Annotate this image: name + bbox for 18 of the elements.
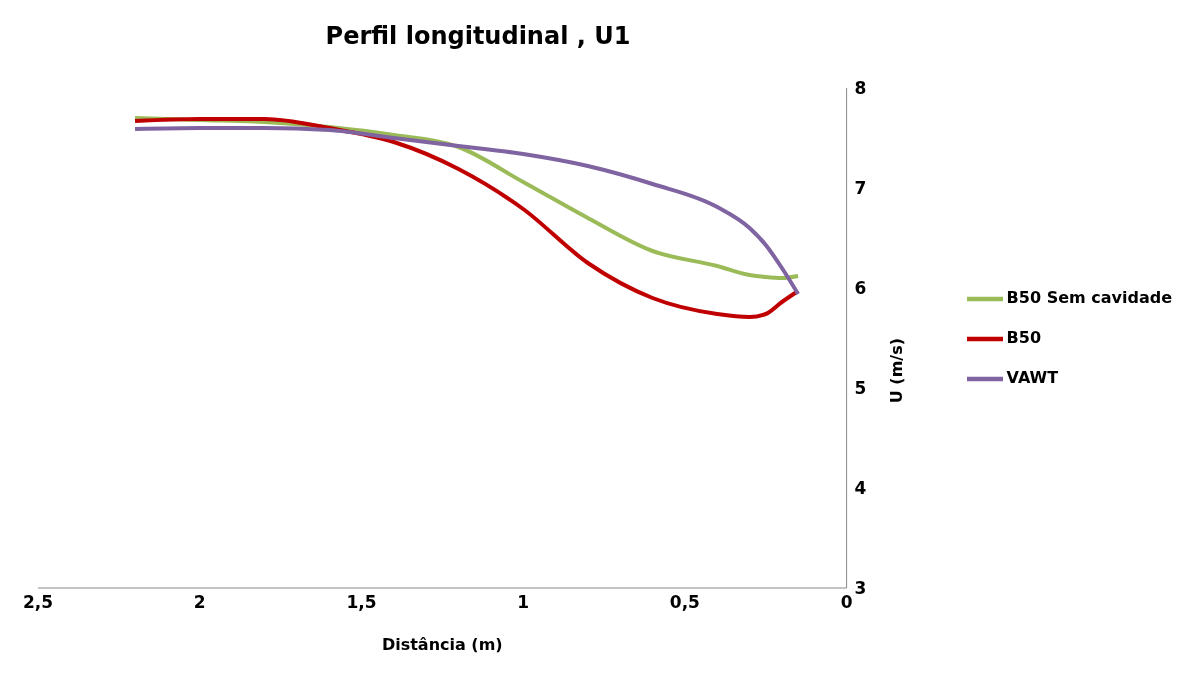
x-tick-label: 1 — [517, 592, 530, 613]
y-tick-label: 3 — [854, 578, 867, 599]
legend-label: B50 Sem cavidade — [1006, 288, 1172, 307]
x-tick-label: 2,5 — [22, 592, 54, 613]
y-tick-label: 7 — [854, 178, 867, 199]
x-tick-label: 0 — [840, 592, 853, 613]
legend-label: B50 — [1006, 328, 1042, 347]
y-axis-title: U (m/s) — [887, 338, 907, 404]
y-tick-label: 5 — [854, 378, 867, 399]
x-tick-label: 0,5 — [669, 592, 700, 613]
y-tick-label: 8 — [854, 78, 867, 99]
x-tick-label: 2 — [193, 592, 206, 613]
y-tick-label: 6 — [854, 278, 867, 299]
y-tick-label: 4 — [854, 478, 867, 499]
x-axis-title: Distância (m) — [381, 635, 503, 654]
legend-label: VAWT — [1006, 368, 1059, 387]
x-tick-label: 1,5 — [346, 592, 377, 613]
chart-title: Perfil longitudinal , U1 — [324, 22, 632, 50]
